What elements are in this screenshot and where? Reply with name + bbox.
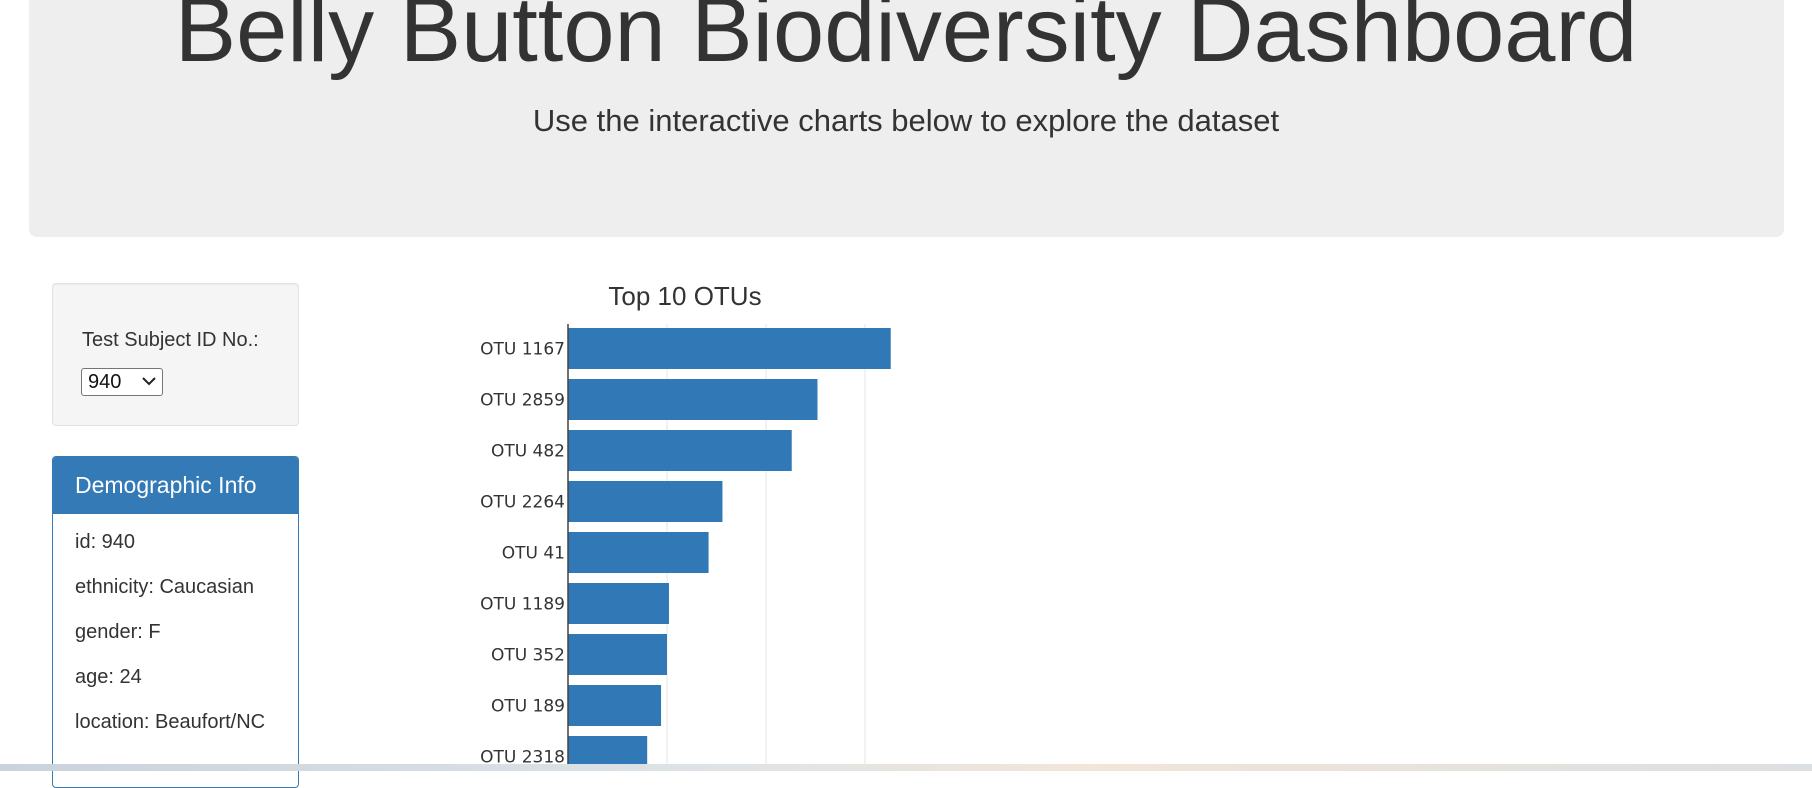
bar — [568, 481, 723, 522]
bar — [568, 583, 669, 624]
demographic-info-heading: Demographic Info — [53, 457, 298, 514]
chart-title: Top 10 OTUs — [608, 281, 761, 311]
window-bottom-edge — [0, 764, 1812, 771]
y-tick-label: OTU 2318 — [480, 748, 565, 768]
bar-chart-svg: Top 10 OTUs OTU 1167 OTU 2859 OTU 482 OTU 22… — [480, 281, 891, 777]
subject-id-dropdown[interactable]: 940 — [81, 368, 163, 396]
y-tick-label: OTU 352 — [491, 646, 565, 666]
metadata-row: location: Beaufort/NC — [75, 711, 266, 733]
page-subtitle: Use the interactive charts below to expl… — [532, 103, 1280, 138]
subject-id-selected-value: 940 — [88, 371, 122, 393]
y-tick-label: OTU 189 — [491, 697, 565, 717]
y-tick-label: OTU 41 — [502, 544, 565, 564]
y-tick-label: OTU 1167 — [480, 340, 565, 360]
demographic-info-body: id: 940 ethnicity: Caucasian gender: F a… — [53, 514, 298, 734]
bar — [568, 532, 709, 573]
top-otus-bar-chart[interactable]: Top 10 OTUs OTU 1167 OTU 2859 OTU 482 OTU 22… — [430, 270, 1130, 777]
bar — [568, 430, 792, 471]
bar — [568, 685, 662, 726]
chevron-down-icon — [142, 377, 156, 386]
subject-selector-well: Test Subject ID No.: 940 — [52, 283, 299, 426]
y-tick-label: OTU 2264 — [480, 493, 565, 513]
page-title: Belly Button Biodiversity Dashboard — [174, 0, 1638, 81]
y-tick-label: OTU 2859 — [480, 391, 565, 411]
bar — [568, 379, 818, 420]
bar — [568, 634, 667, 675]
metadata-row: id: 940 — [75, 531, 136, 553]
jumbotron-header — [29, 0, 1784, 237]
bar — [568, 328, 891, 369]
metadata-row: gender: F — [75, 621, 161, 643]
y-tick-label: OTU 1189 — [480, 595, 565, 615]
y-tick-label: OTU 482 — [491, 442, 565, 462]
demographic-info-panel: Demographic Info id: 940 ethnicity: Cauc… — [52, 456, 299, 788]
subject-select-label: Test Subject ID No.: — [82, 329, 259, 351]
metadata-row: age: 24 — [75, 666, 142, 688]
metadata-row: ethnicity: Caucasian — [75, 576, 254, 598]
